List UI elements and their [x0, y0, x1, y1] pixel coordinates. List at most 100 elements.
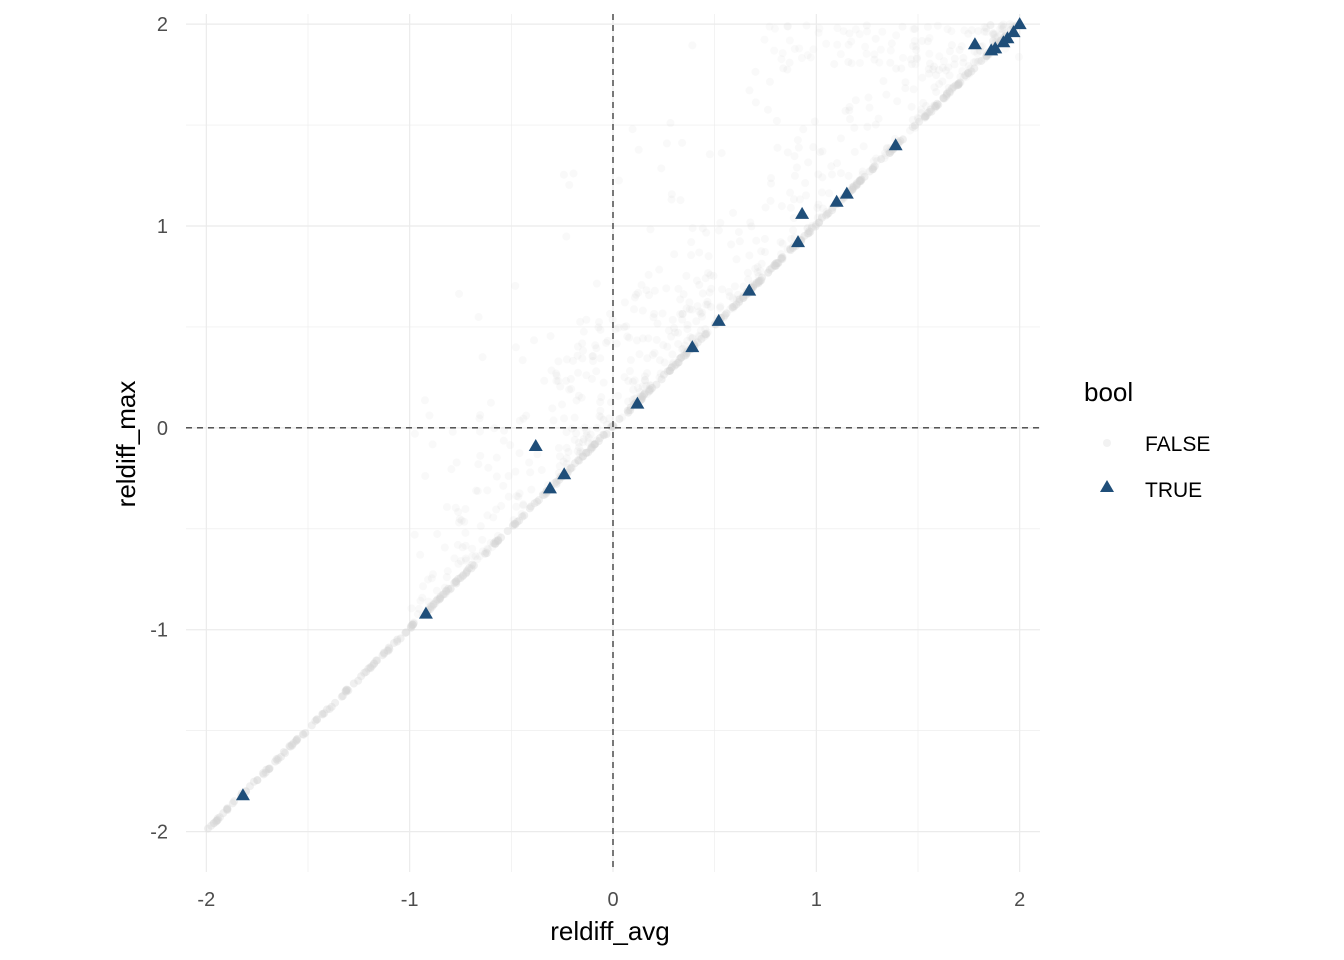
false-point	[533, 450, 542, 459]
false-point	[975, 56, 984, 65]
false-point	[427, 602, 436, 611]
false-point	[568, 463, 577, 472]
false-point	[799, 125, 808, 134]
false-point	[954, 79, 963, 88]
false-point	[655, 356, 664, 365]
false-point	[765, 22, 774, 31]
false-point	[757, 276, 766, 285]
false-point	[771, 261, 780, 270]
false-point	[648, 383, 657, 392]
false-point	[648, 350, 657, 359]
false-point	[589, 440, 598, 449]
false-point	[657, 375, 666, 384]
false-point	[568, 356, 577, 365]
false-point	[734, 290, 743, 299]
true-point	[711, 313, 726, 326]
false-point	[925, 33, 934, 42]
false-point	[852, 179, 861, 188]
false-point	[950, 54, 959, 63]
false-point	[642, 286, 651, 295]
false-point	[997, 21, 1006, 30]
x-tick-label: 0	[607, 889, 618, 911]
false-point	[956, 78, 965, 87]
legend-true-label: TRUE	[1145, 479, 1202, 502]
false-point	[855, 176, 864, 185]
false-point	[499, 436, 508, 445]
false-point	[674, 284, 683, 293]
false-point	[590, 440, 599, 449]
false-point	[676, 196, 685, 205]
false-point	[735, 298, 744, 307]
false-point	[857, 175, 866, 184]
false-point	[261, 768, 270, 777]
false-point	[401, 628, 410, 637]
false-point	[578, 452, 587, 461]
false-point	[989, 30, 998, 39]
false-point	[947, 41, 956, 50]
false-point	[773, 259, 782, 268]
false-point	[469, 561, 478, 570]
false-point	[841, 106, 850, 115]
false-point	[830, 60, 839, 69]
false-point	[639, 391, 648, 400]
false-point	[299, 730, 308, 739]
false-point	[349, 679, 358, 688]
false-point	[778, 49, 787, 58]
false-point	[783, 22, 792, 31]
false-point	[253, 776, 262, 785]
false-point	[907, 60, 916, 69]
false-point	[641, 376, 650, 385]
false-point	[939, 94, 948, 103]
false-point	[630, 376, 639, 385]
false-point	[964, 62, 973, 71]
false-point	[836, 134, 845, 143]
false-point	[727, 240, 736, 249]
false-point	[816, 148, 825, 157]
false-point	[667, 363, 676, 372]
false-point	[219, 809, 228, 818]
false-point	[925, 107, 934, 116]
false-point	[589, 352, 598, 361]
false-point	[396, 634, 405, 643]
false-point	[862, 49, 871, 58]
false-point	[491, 539, 500, 548]
false-point	[872, 154, 881, 163]
false-point	[567, 384, 576, 393]
false-point	[893, 97, 902, 106]
false-point	[729, 208, 738, 217]
false-point	[312, 715, 321, 724]
false-point	[870, 50, 879, 59]
false-point	[519, 414, 528, 423]
false-point	[213, 816, 222, 825]
false-point	[925, 69, 934, 78]
false-point	[660, 358, 669, 367]
false-point	[530, 499, 539, 508]
false-point	[634, 288, 643, 297]
false-point	[751, 67, 760, 76]
false-point	[222, 805, 231, 814]
false-point	[757, 259, 766, 268]
false-point	[609, 422, 618, 431]
false-point	[739, 282, 748, 291]
false-point	[570, 459, 579, 468]
y-tick-label: -1	[150, 620, 168, 642]
false-point	[555, 462, 564, 471]
false-point	[559, 457, 568, 466]
false-point	[574, 443, 583, 452]
false-point	[771, 261, 780, 270]
false-point	[941, 93, 950, 102]
false-point	[608, 315, 617, 324]
false-point	[383, 646, 392, 655]
false-point	[672, 360, 681, 369]
false-point	[859, 142, 868, 151]
false-point	[578, 339, 587, 348]
false-point	[929, 65, 938, 74]
false-point	[774, 259, 783, 268]
false-point	[623, 332, 632, 341]
false-point	[331, 698, 340, 707]
false-point	[718, 285, 727, 294]
false-point	[957, 42, 966, 51]
false-point	[669, 362, 678, 371]
false-point	[892, 31, 901, 40]
false-point	[455, 515, 464, 524]
